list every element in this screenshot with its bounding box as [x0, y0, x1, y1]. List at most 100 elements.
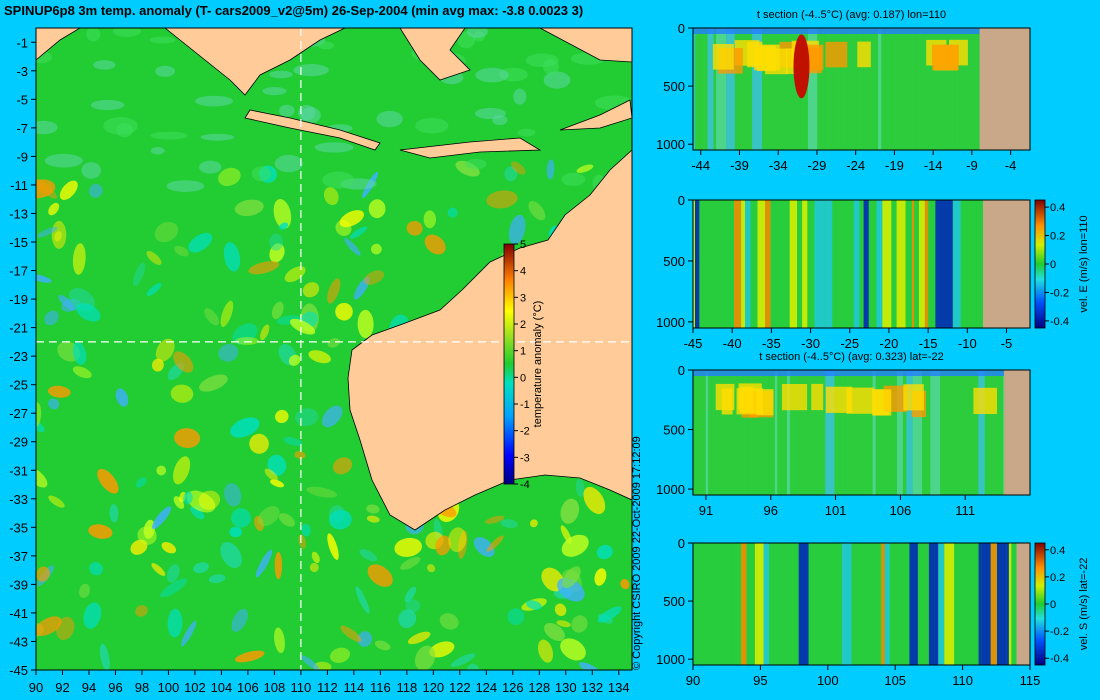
panel-y-tick-label: 500 [663, 254, 685, 269]
copyright-text: © Copyright CSIRO 2009 22-Oct-2009 17:12… [631, 436, 643, 670]
eddy [155, 65, 176, 77]
eddy [48, 495, 65, 508]
panel-colorbar-tick-label: -0.2 [1050, 287, 1069, 299]
section-band [693, 200, 695, 328]
eddy [156, 465, 167, 476]
section-band [776, 28, 781, 150]
section-band [857, 28, 864, 150]
section-band [762, 28, 773, 150]
section-band [790, 370, 796, 495]
eddy [528, 200, 546, 221]
section-band [772, 28, 777, 150]
map-x-tick-label: 116 [370, 680, 391, 695]
map-y-axis: -1 -3 -5 -7 -9 -11 -13 -15 -17 -19 -21 -23 -25 -27 -29… [9, 35, 36, 678]
eddy [274, 627, 285, 654]
eddy [424, 234, 446, 255]
panel-x-tick-label: -19 [885, 158, 904, 173]
surface-layer [693, 28, 980, 34]
section-band [853, 370, 857, 495]
map-x-tick-label: 106 [237, 680, 259, 695]
map-colorbar-tick-label: 5 [520, 239, 526, 251]
warm-patch [857, 41, 871, 68]
section-band [763, 543, 770, 665]
panel-colorbar-tick-label: 0.2 [1050, 572, 1065, 584]
map-y-tick-label: -29 [9, 435, 28, 450]
map-y-tick-label: -1 [16, 35, 28, 50]
eddy [48, 398, 60, 410]
eddy [88, 524, 113, 539]
eddy [405, 599, 421, 613]
eddy [283, 437, 303, 446]
map-colorbar-label: temperature anomaly (°C) [532, 301, 544, 428]
eddy [112, 28, 142, 37]
eddy [368, 199, 386, 219]
section-band [923, 28, 929, 150]
eddy [344, 238, 361, 256]
eddy [146, 283, 162, 296]
section-band [750, 200, 754, 328]
section-band [968, 543, 979, 665]
section-band [878, 28, 882, 150]
eddy [353, 276, 370, 300]
eddy [359, 549, 378, 562]
section-band [881, 543, 885, 665]
section-band [863, 200, 869, 328]
section-band [1003, 370, 1005, 495]
panel-x-tick-label: -25 [840, 336, 859, 351]
eddy [314, 142, 354, 153]
panel-x-tick-label: -24 [846, 158, 865, 173]
panel-x-tick-label: -40 [723, 336, 742, 351]
eddy [248, 261, 280, 275]
section-band [884, 543, 890, 665]
land-sulawesi [399, 28, 471, 81]
eddy [267, 454, 287, 476]
section-band [920, 543, 929, 665]
section-band [734, 200, 742, 328]
section-band [874, 543, 882, 665]
eddy [366, 504, 380, 514]
map-colorbar-tick-label: 1 [520, 346, 526, 358]
eddy [450, 653, 476, 668]
section-band [851, 543, 858, 665]
section-band [952, 200, 961, 328]
section-band [900, 543, 910, 665]
section-band [856, 370, 866, 495]
map-colorbar-tick-label: 3 [520, 292, 526, 304]
panel-x-tick-label: -30 [801, 336, 820, 351]
eddy [36, 566, 50, 582]
eddy [224, 483, 242, 507]
warm-patch [903, 384, 924, 411]
map-x-tick-label: 120 [422, 680, 444, 695]
panel-x-tick-label: 90 [686, 673, 700, 688]
panel-y-tick-label: 500 [663, 79, 685, 94]
eddy [93, 60, 116, 70]
map-colorbar-bar [503, 243, 515, 485]
land-northeast [539, 28, 632, 63]
eddy [44, 153, 83, 168]
section-band [864, 543, 875, 665]
section-band [821, 543, 828, 665]
map-x-tick-label: 118 [396, 680, 417, 695]
eddy [151, 358, 164, 372]
eddy [173, 456, 191, 485]
section-band [695, 200, 700, 328]
panel-y-tick-label: 0 [678, 363, 685, 378]
section-band [795, 370, 799, 495]
eddy [173, 351, 194, 373]
eddy [329, 509, 352, 530]
panel-colorbar-bar [1034, 199, 1046, 329]
section-band [746, 543, 749, 665]
section-band [723, 543, 732, 665]
eddy [220, 300, 234, 327]
eddy [260, 324, 270, 341]
section-band [710, 200, 719, 328]
section-band [1006, 543, 1009, 665]
section-band [940, 370, 951, 495]
eddy [556, 620, 571, 628]
panel-frame [692, 27, 1031, 151]
map-colorbar: 5 4 3 2 1 0 -1 -2 -3 -4 temperature anomaly (°C) [503, 239, 544, 491]
eddy [335, 302, 353, 321]
eddy [97, 468, 119, 494]
section-band [950, 370, 955, 495]
